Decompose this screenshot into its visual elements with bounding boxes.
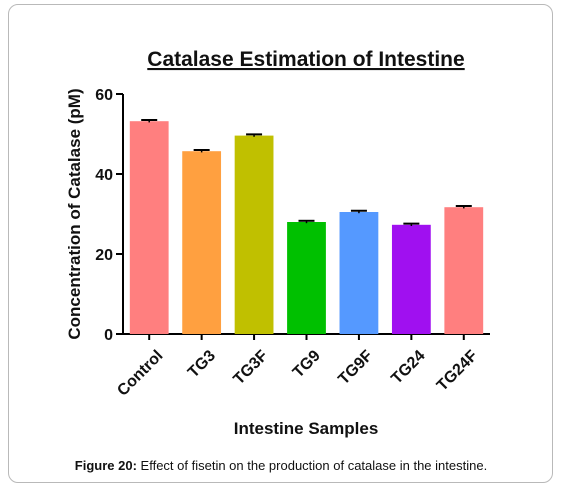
caption-text: Effect of fisetin on the production of c… [136,458,488,473]
bar-tg24f [444,207,484,334]
x-tick-label: TG24F [434,347,481,394]
bar-tg24 [391,224,431,334]
x-axis-label: Intestine Samples [234,419,379,438]
x-tick-label: TG24 [388,347,428,387]
bar-tg3 [182,151,222,334]
y-tick-label: 40 [95,167,113,184]
y-axis-label: Concentration of Catalase (pM) [65,88,84,339]
bar-tg9f [339,212,379,334]
plot-area: 0 20 40 60 Control TG3 TG3F TG9 TG9F TG24 TG24F [95,87,490,400]
x-tick-label: TG9 [290,347,324,381]
x-tick-label: Control [114,347,166,399]
x-tick-label: TG3 [185,347,219,381]
y-tick-label: 0 [104,327,113,344]
x-tick-label: TG9F [335,347,376,388]
x-tick-label: TG3F [230,347,271,388]
bar-control [129,121,169,334]
figure-caption: Figure 20: Effect of fisetin on the prod… [0,458,562,473]
y-tick-label: 20 [95,247,113,264]
y-tick-label: 60 [95,87,113,104]
chart-title: Catalase Estimation of Intestine [147,48,464,71]
caption-label: Figure 20: [74,458,137,473]
bar-tg9 [287,222,326,334]
bar-tg3f [234,135,274,334]
